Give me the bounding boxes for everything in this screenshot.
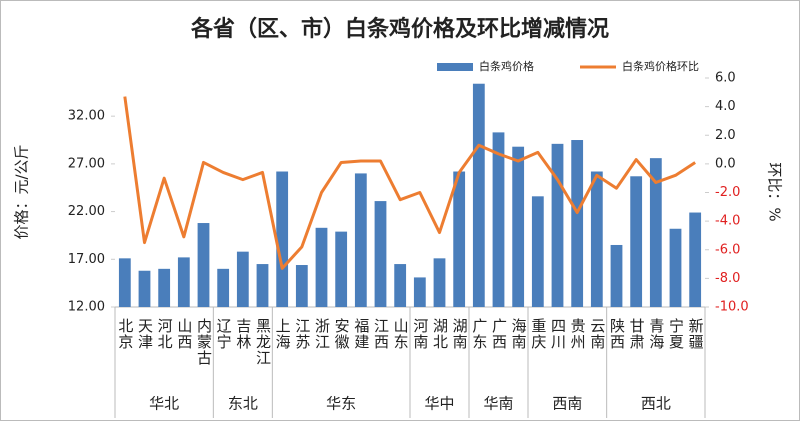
bar <box>571 140 584 307</box>
bar <box>295 265 308 307</box>
legend-swatch <box>437 63 473 71</box>
bar <box>177 257 190 307</box>
bar <box>512 146 525 307</box>
x-tick-label: 宁夏 <box>667 318 685 350</box>
x-tick-label: 天津 <box>136 318 154 350</box>
bar <box>630 176 643 307</box>
bar <box>118 258 131 307</box>
x-tick-label: 福建 <box>352 318 370 350</box>
x-tick-label: 浙江 <box>313 318 331 350</box>
group-label: 华东 <box>326 395 356 413</box>
x-tick-label: 广东 <box>470 318 488 350</box>
chart-title: 各省（区、市）白条鸡价格及环比增减情况 <box>190 16 609 42</box>
bar <box>472 83 485 307</box>
bar <box>315 227 328 307</box>
bar <box>217 268 230 307</box>
x-tick-label: 安徽 <box>333 318 351 350</box>
x-tick-label: 新疆 <box>687 318 705 350</box>
y2-tick-label: -10.0 <box>715 300 749 315</box>
x-tick-label: 内蒙古 <box>195 318 213 366</box>
y-tick-label: 22.00 <box>68 204 105 219</box>
bar <box>413 277 426 307</box>
group-label: 东北 <box>228 395 258 413</box>
line <box>123 96 696 270</box>
bar <box>394 264 407 307</box>
x-tick-label: 黑龙江 <box>254 318 272 366</box>
bar <box>138 270 151 307</box>
bar <box>531 196 544 307</box>
bar <box>453 171 466 307</box>
x-tick-label: 北京 <box>116 318 134 350</box>
x-tick-label: 辽宁 <box>215 318 233 350</box>
x-tick-label: 陕西 <box>608 318 626 350</box>
group-label: 华中 <box>424 395 454 413</box>
group-label: 华南 <box>483 395 513 413</box>
bar <box>374 201 387 307</box>
bar <box>669 228 682 307</box>
x-tick-label: 四川 <box>549 318 567 350</box>
x-tick-label: 贵州 <box>569 318 587 350</box>
y2-tick-label: -8.0 <box>715 271 740 286</box>
bar <box>335 231 348 307</box>
bar <box>256 264 269 307</box>
x-tick-label: 江苏 <box>293 318 311 350</box>
legend-label: 白条鸡价格环比 <box>622 59 699 73</box>
y2-tick-label: 2.0 <box>715 128 736 143</box>
y2-tick-label: -4.0 <box>715 214 740 229</box>
y2-tick-label: 0.0 <box>715 156 736 171</box>
y-tick-label: 32.00 <box>68 109 105 124</box>
x-tick-label: 山西 <box>175 318 193 350</box>
x-tick-label: 湖南 <box>451 318 469 350</box>
y-tick-label: 27.00 <box>68 156 105 171</box>
x-tick-label: 河南 <box>411 318 429 350</box>
bar <box>610 244 623 307</box>
bar <box>236 251 249 307</box>
group-label: 西北 <box>641 395 671 413</box>
group-label: 西南 <box>552 395 582 413</box>
y2-tick-label: -6.0 <box>715 242 740 257</box>
bar <box>276 171 289 307</box>
x-tick-label: 上海 <box>274 318 292 350</box>
x-tick-label: 河北 <box>156 318 174 350</box>
x-tick-label: 吉林 <box>234 318 252 350</box>
y-axis-label: 价格：元/公斤 <box>13 144 31 239</box>
y2-tick-label: 4.0 <box>715 99 736 114</box>
x-tick-label: 广西 <box>490 318 508 350</box>
x-tick-label: 甘肃 <box>628 318 646 350</box>
x-tick-label: 云南 <box>588 318 606 350</box>
x-tick-label: 湖北 <box>431 318 449 350</box>
bar <box>354 173 367 307</box>
x-tick-label: 海南 <box>510 318 528 350</box>
x-tick-label: 青海 <box>647 318 665 350</box>
group-label: 华北 <box>149 395 179 413</box>
y-tick-label: 17.00 <box>68 252 105 267</box>
bar <box>689 212 702 307</box>
x-tick-label: 重庆 <box>529 318 547 350</box>
legend-label: 白条鸡价格 <box>479 59 534 73</box>
bar <box>649 158 662 307</box>
y2-tick-label: 6.0 <box>715 71 736 86</box>
bar <box>197 223 210 307</box>
bar <box>590 171 603 307</box>
bar <box>551 143 564 307</box>
y-tick-label: 12.00 <box>68 300 105 315</box>
bar <box>158 268 171 307</box>
bar <box>433 258 446 307</box>
y2-tick-label: -2.0 <box>715 185 740 200</box>
x-tick-label: 江西 <box>372 318 390 350</box>
bar <box>492 132 505 307</box>
y2-axis-label: 环比：% <box>766 162 784 221</box>
x-tick-label: 山东 <box>392 318 410 350</box>
